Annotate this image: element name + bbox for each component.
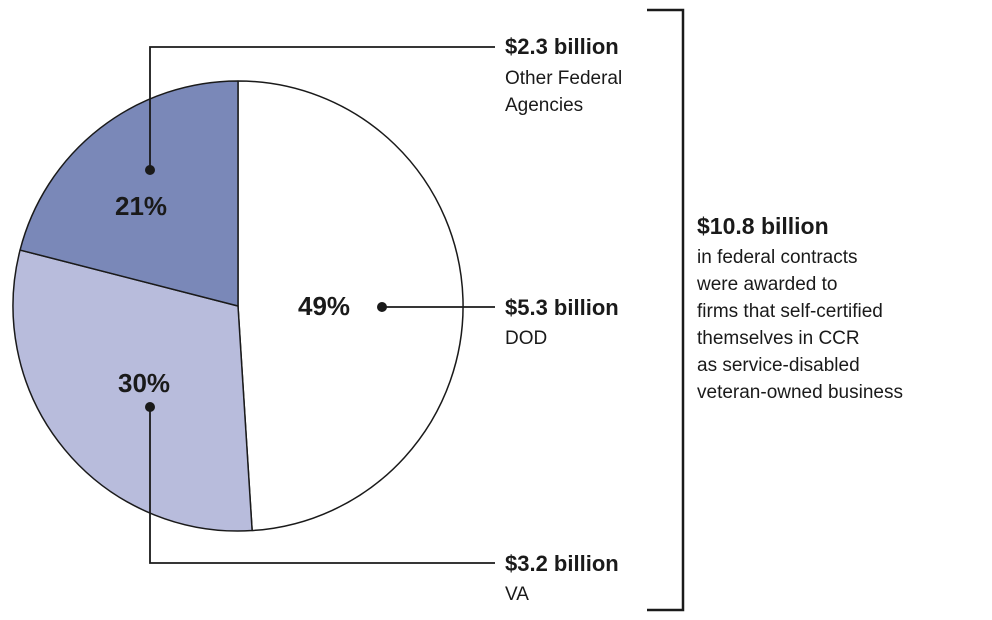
pie-slice-va: [12, 249, 253, 532]
amount-label-dod: $5.3 billion: [505, 295, 619, 320]
percent-label-other: 21%: [115, 191, 167, 221]
total-line-4: themselves in CCR: [697, 328, 860, 349]
amount-label-va: $3.2 billion: [505, 551, 619, 576]
total-line-2: were awarded to: [696, 274, 837, 295]
percent-label-va: 30%: [118, 368, 170, 398]
total-line-3: firms that self-certified: [697, 301, 883, 322]
leader-dot-dod: [377, 302, 387, 312]
leader-line-va: [149, 407, 495, 564]
pie-slice-dod: [237, 80, 464, 532]
total-amount: $10.8 billion: [697, 213, 829, 239]
leader-dot-va: [145, 402, 155, 412]
leader-line-other: [149, 46, 495, 170]
amount-label-other: $2.3 billion: [505, 34, 619, 59]
pie-slices: [12, 80, 464, 532]
leader-dot-other: [145, 165, 155, 175]
desc-label-other-line2: Agencies: [505, 95, 583, 116]
total-line-5: as service-disabled: [697, 355, 860, 376]
percent-label-dod: 49%: [298, 291, 350, 321]
total-line-6: veteran-owned business: [697, 382, 903, 403]
total-line-1: in federal contracts: [697, 247, 858, 268]
leader-lines: [145, 46, 495, 564]
desc-label-other-line1: Other Federal: [505, 68, 622, 89]
pie-slice-other: [19, 80, 239, 307]
total-bracket: [647, 8, 685, 612]
desc-label-dod: DOD: [505, 328, 547, 349]
desc-label-va: VA: [505, 584, 529, 605]
